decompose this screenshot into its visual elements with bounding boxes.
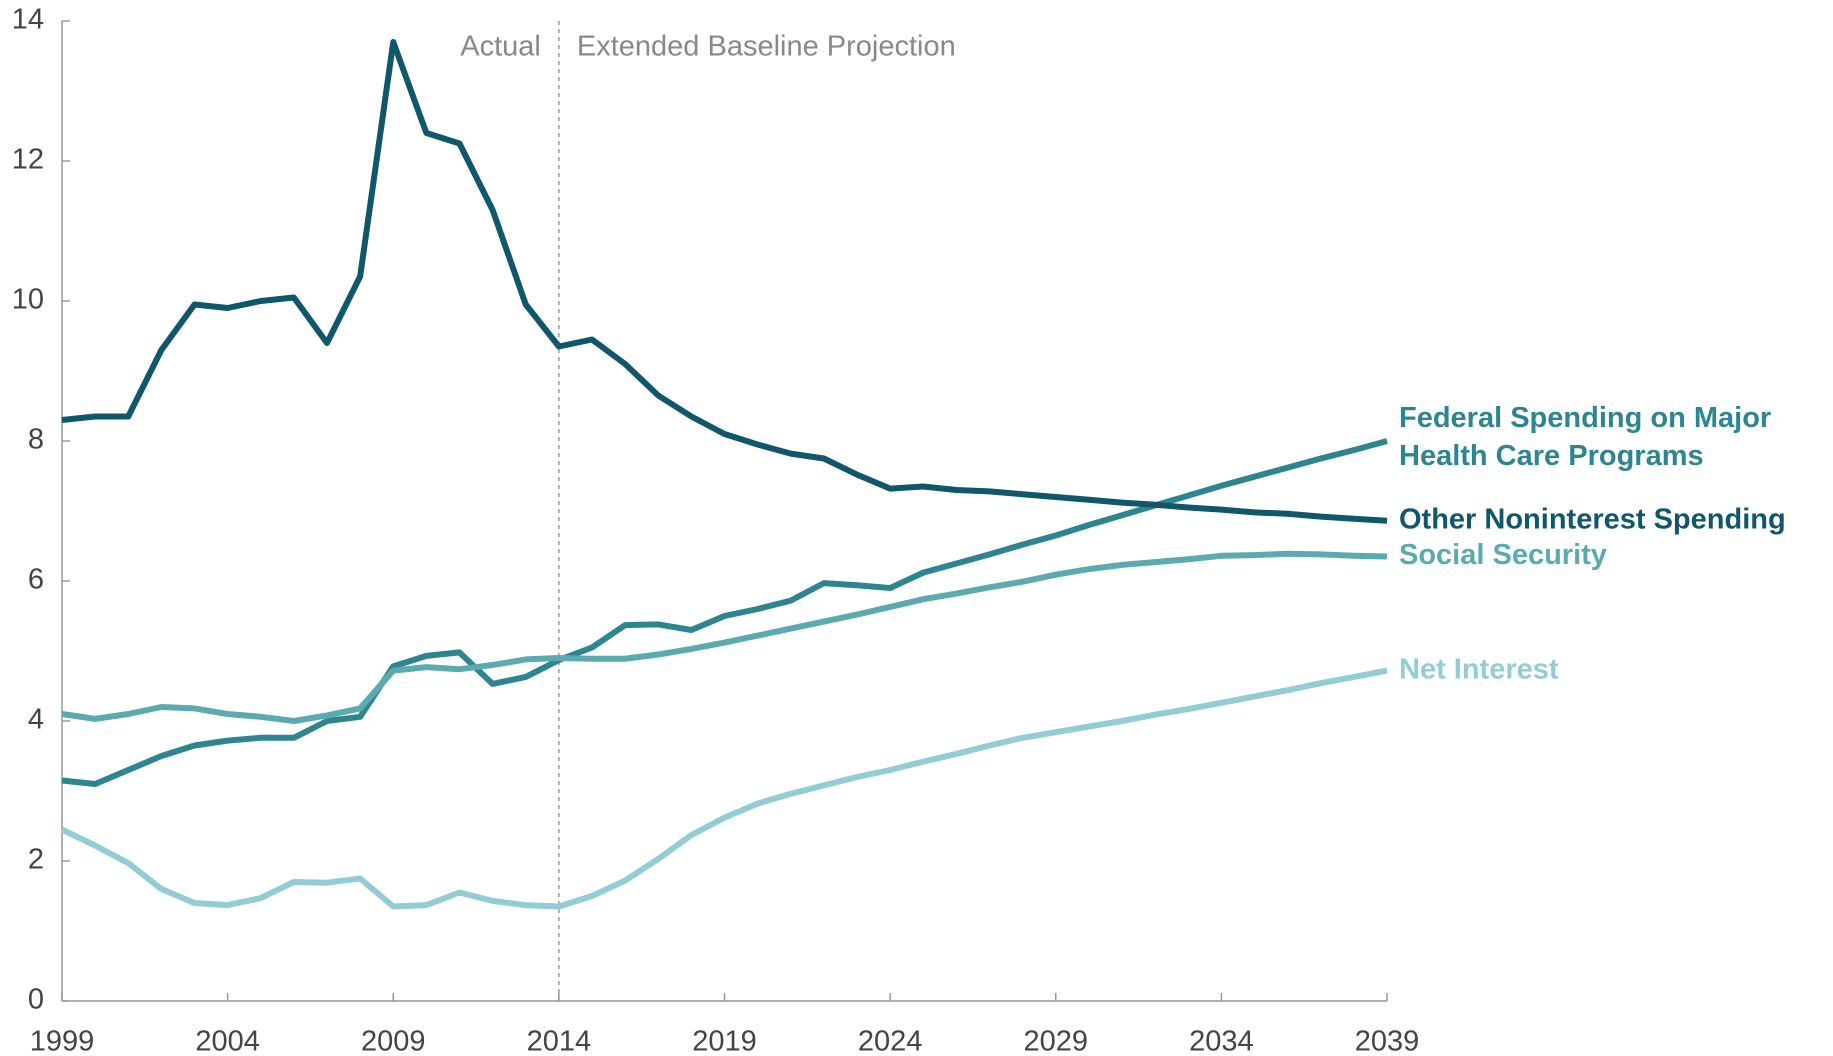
series-line <box>61 438 1388 787</box>
x-tick-label: 2029 <box>1023 1026 1088 1056</box>
x-tick-label: 1999 <box>30 1026 95 1056</box>
x-tick-label: 2009 <box>361 1026 426 1056</box>
annotation: Actual <box>460 31 541 63</box>
series-label: Social Security <box>1399 539 1607 571</box>
y-tick-label: 2 <box>28 844 44 876</box>
y-tick-label: 8 <box>28 424 44 456</box>
x-tick-label: 2024 <box>858 1026 923 1056</box>
series-line <box>61 39 1388 524</box>
annotation: Extended Baseline Projection <box>577 31 956 63</box>
y-tick-label: 10 <box>12 284 44 316</box>
x-tick-label: 2034 <box>1189 1026 1254 1056</box>
series-line <box>61 550 1388 724</box>
x-tick-label: 2004 <box>195 1026 260 1056</box>
series-line <box>60 667 1388 910</box>
x-tick-label: 2039 <box>1355 1026 1420 1056</box>
y-tick-label: 0 <box>28 984 44 1016</box>
x-tick-label: 2019 <box>692 1026 757 1056</box>
y-tick-label: 4 <box>28 704 44 736</box>
x-tick-label: 2014 <box>527 1026 592 1056</box>
series-label: Other Noninterest Spending <box>1399 503 1786 535</box>
y-tick-label: 12 <box>12 144 44 176</box>
series-label: Federal Spending on Major Health Care Pro… <box>1399 402 1771 472</box>
y-tick-label: 14 <box>12 4 44 36</box>
y-tick-label: 6 <box>28 564 44 596</box>
series-label: Net Interest <box>1399 653 1559 685</box>
